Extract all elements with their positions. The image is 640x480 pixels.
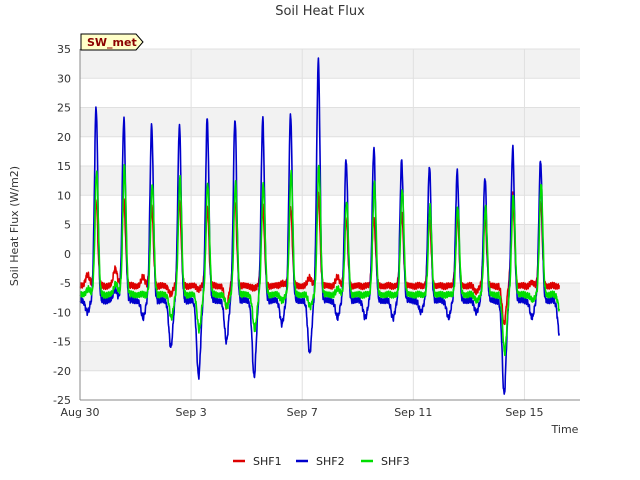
x-tick-label: Sep 11 [394, 406, 432, 419]
x-tick-label: Sep 7 [287, 406, 318, 419]
background-band [80, 253, 580, 283]
y-tick-label: 5 [64, 219, 71, 232]
x-tick-label: Sep 3 [175, 406, 206, 419]
y-tick-labels: -25 -20 -15 -10 -5 0 5 10 15 20 25 30 35 [53, 43, 71, 407]
background-band [80, 49, 580, 79]
x-tick-label: Sep 15 [505, 406, 543, 419]
background-band [80, 370, 580, 400]
y-tick-label: 10 [57, 189, 71, 202]
x-tick-labels: Aug 30 Sep 3 Sep 7 Sep 11 Sep 15 [61, 406, 544, 419]
series-lines [79, 57, 560, 395]
y-tick-label: -5 [60, 277, 71, 290]
site-badge-box [80, 33, 144, 51]
background-band [80, 78, 580, 108]
y-tick-label: 25 [57, 102, 71, 115]
x-axis-label: Time [551, 423, 579, 436]
axes [79, 49, 580, 401]
background-band [80, 224, 580, 254]
y-tick-label: 0 [64, 248, 71, 261]
background-band [80, 312, 580, 342]
background-band [80, 166, 580, 196]
chart-title: Soil Heat Flux [275, 4, 365, 19]
legend: SHF1 SHF2 SHF3 [233, 455, 410, 468]
background-band [80, 195, 580, 225]
y-tick-label: -10 [53, 306, 71, 319]
y-tick-label: 35 [57, 43, 71, 56]
y-tick-label: 30 [57, 72, 71, 85]
site-badge-label: SW_met [87, 36, 137, 49]
background-band [80, 341, 580, 371]
y-axis-label: Soil Heat Flux (W/m2) [8, 166, 21, 286]
x-tick-label: Aug 30 [61, 406, 100, 419]
site-badge: SW_met [80, 33, 144, 51]
series-line-shf2 [79, 57, 560, 395]
legend-label-shf2: SHF2 [316, 455, 345, 468]
y-tick-label: 15 [57, 160, 71, 173]
y-tick-label: -20 [53, 365, 71, 378]
y-tick-label: 20 [57, 131, 71, 144]
background-band [80, 136, 580, 166]
series-line-shf1 [79, 191, 560, 326]
grid-lines [79, 48, 580, 401]
legend-label-shf1: SHF1 [253, 455, 282, 468]
y-tick-label: -25 [53, 394, 71, 407]
legend-label-shf3: SHF3 [381, 455, 410, 468]
y-tick-label: -15 [53, 336, 71, 349]
background-band [80, 107, 580, 137]
series-line-shf3 [79, 164, 560, 357]
